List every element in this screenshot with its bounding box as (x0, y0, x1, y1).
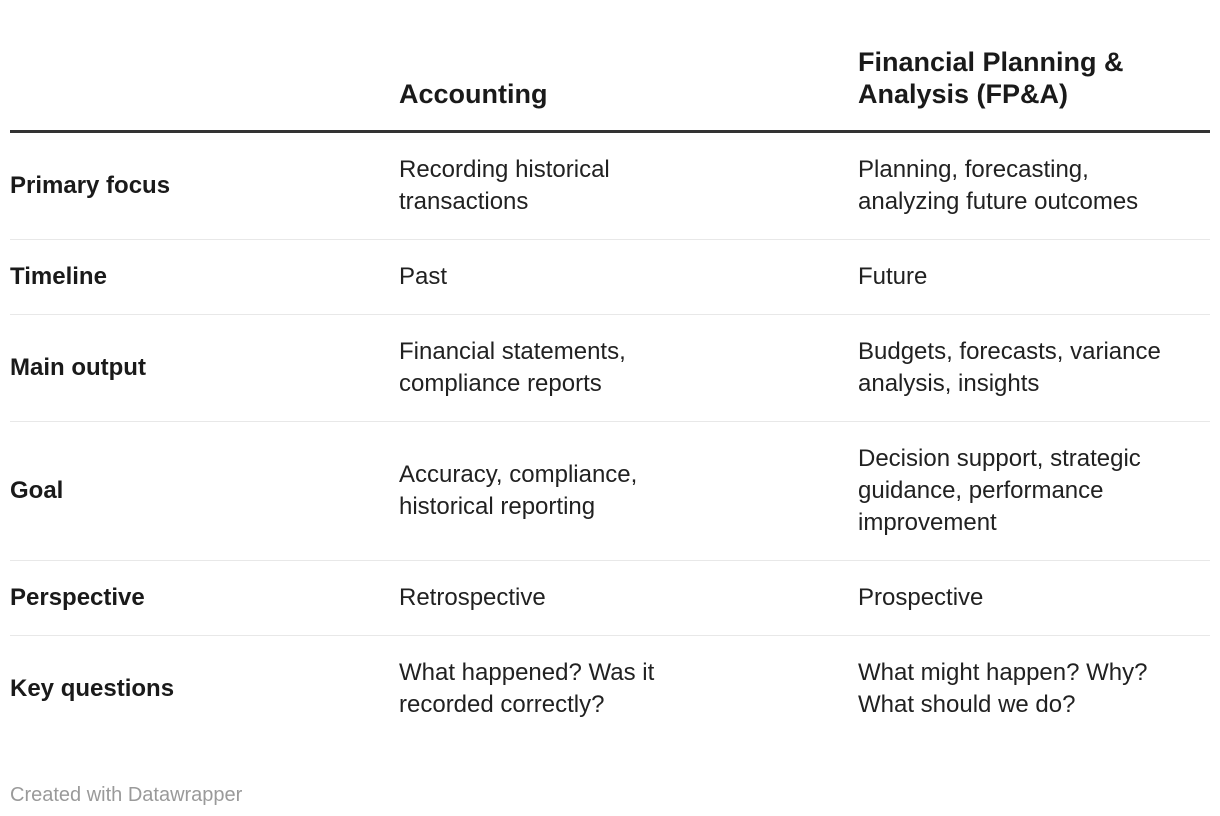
cell-timeline-accounting: Past (399, 239, 858, 315)
column-header-accounting: Accounting (399, 0, 858, 133)
cell-timeline-fpa: Future (858, 239, 1210, 315)
cell-key-questions-fpa: What might happen? Why? What should we d… (858, 659, 1148, 718)
cell-perspective-accounting: Retrospective (399, 560, 858, 636)
row-label-main-output: Main output (10, 314, 399, 422)
cell-key-questions-accounting: What happened? Was it recorded correctly… (399, 659, 655, 718)
table-row-key-questions: Key questions What happened? Was it reco… (10, 636, 1210, 743)
cell-perspective-fpa: Prospective (858, 560, 1210, 636)
comparison-table: Accounting Financial Planning & Analysis… (10, 0, 1210, 742)
datawrapper-credit-link[interactable]: Created with Datawrapper (10, 784, 243, 806)
cell-main-output-accounting: Financial statements, compliance reports (399, 314, 858, 422)
row-label-primary-focus: Primary focus (10, 131, 399, 240)
cell-goal-accounting: Accuracy, compliance, historical reporti… (399, 421, 858, 561)
column-header-fpa: Financial Planning & Analysis (FP&A) (858, 0, 1210, 133)
row-label-goal: Goal (10, 421, 399, 561)
row-label-key-questions: Key questions (10, 675, 175, 702)
table-row-primary-focus: Primary focus Recording historical trans… (10, 131, 1210, 240)
table-row-goal: Goal Accuracy, compliance, historical re… (10, 421, 1210, 561)
row-label-timeline: Timeline (10, 239, 399, 315)
table-row-timeline: Timeline Past Future (10, 239, 1210, 315)
table-row-perspective: Perspective Retrospective Prospective (10, 560, 1210, 636)
cell-primary-focus-accounting: Recording historical transactions (399, 131, 858, 240)
table-header-row: Accounting Financial Planning & Analysis… (10, 0, 1210, 133)
cell-main-output-fpa: Budgets, forecasts, variance analysis, i… (858, 314, 1210, 422)
column-header-empty (10, 0, 399, 133)
row-label-perspective: Perspective (10, 560, 399, 636)
table-row-main-output: Main output Financial statements, compli… (10, 314, 1210, 422)
cell-goal-fpa: Decision support, strategic guidance, pe… (858, 421, 1210, 561)
cell-primary-focus-fpa: Planning, forecasting, analyzing future … (858, 131, 1210, 240)
